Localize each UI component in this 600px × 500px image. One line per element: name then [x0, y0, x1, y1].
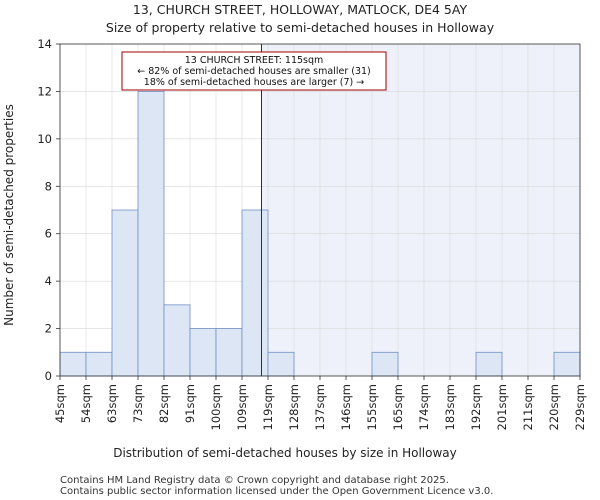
x-tick-label: 91sqm [183, 384, 197, 423]
x-tick-label: 45sqm [53, 384, 67, 423]
x-tick-label: 73sqm [131, 384, 145, 423]
y-tick-label: 8 [45, 179, 52, 193]
x-tick-label: 155sqm [365, 384, 379, 430]
marker-annotation: 13 CHURCH STREET: 115sqm ← 82% of semi-d… [121, 51, 387, 91]
y-tick-label: 2 [45, 322, 52, 336]
bars [59, 91, 581, 377]
bar-100sqm [215, 328, 243, 377]
x-axis-label: Distribution of semi-detached houses by … [113, 446, 457, 460]
x-tick-label: 183sqm [443, 384, 457, 430]
bar-192sqm [475, 351, 503, 377]
bar-73sqm [137, 91, 165, 377]
y-tick-label: 10 [37, 132, 52, 146]
x-tick-label: 82sqm [157, 384, 171, 423]
bar-220sqm [553, 351, 581, 377]
annotation-box [121, 51, 387, 91]
y-tick-label: 0 [45, 369, 52, 383]
y-axis-ticks: 0 2 4 6 8 10 12 14 [37, 37, 60, 383]
x-tick-label: 165sqm [391, 384, 405, 430]
bar-45sqm [59, 351, 87, 377]
bar-82sqm [163, 304, 191, 377]
larger-region-shading [261, 44, 580, 376]
x-tick-label: 229sqm [573, 384, 587, 430]
annotation-title: 13 CHURCH STREET: 115sqm [185, 55, 324, 66]
x-tick-label: 63sqm [105, 384, 119, 423]
y-tick-label: 4 [45, 274, 52, 288]
x-tick-label: 201sqm [495, 384, 509, 430]
annotation-larger: 18% of semi-detached houses are larger (… [144, 77, 364, 88]
x-tick-label: 174sqm [417, 384, 431, 430]
bar-109sqm [241, 209, 269, 377]
plot-area: 0 2 4 6 8 10 12 14 45sqm 54sqm 63sqm 73sqm 82sqm 91s… [37, 37, 587, 430]
x-axis-ticks: 45sqm 54sqm 63sqm 73sqm 82sqm 91sqm 100sqm 109s… [53, 376, 587, 430]
bar-155sqm [371, 351, 399, 377]
x-tick-label: 54sqm [79, 384, 93, 423]
x-tick-label: 128sqm [287, 384, 301, 430]
y-tick-label: 6 [45, 227, 52, 241]
y-tick-label: 14 [37, 37, 52, 51]
x-tick-label: 146sqm [339, 384, 353, 430]
footer-copyright: Contains HM Land Registry data © Crown c… [60, 475, 449, 486]
y-tick-label: 12 [37, 84, 52, 98]
x-tick-label: 100sqm [209, 384, 223, 430]
x-tick-label: 109sqm [235, 384, 249, 430]
bar-91sqm [189, 328, 217, 377]
x-tick-label: 119sqm [261, 384, 275, 430]
y-axis-label: Number of semi-detached properties [2, 104, 16, 326]
chart-title: 13, CHURCH STREET, HOLLOWAY, MATLOCK, DE… [133, 2, 468, 17]
x-tick-label: 211sqm [521, 384, 535, 430]
bar-54sqm [85, 351, 113, 377]
x-tick-label: 192sqm [469, 384, 483, 430]
chart-subtitle: Size of property relative to semi-detach… [106, 20, 495, 35]
x-tick-label: 137sqm [313, 384, 327, 430]
x-tick-label: 220sqm [547, 384, 561, 430]
annotation-smaller: ← 82% of semi-detached houses are smalle… [137, 66, 371, 77]
footer-licence: Contains public sector information licen… [60, 486, 493, 497]
bar-63sqm [111, 209, 139, 377]
bar-119sqm [267, 351, 295, 377]
